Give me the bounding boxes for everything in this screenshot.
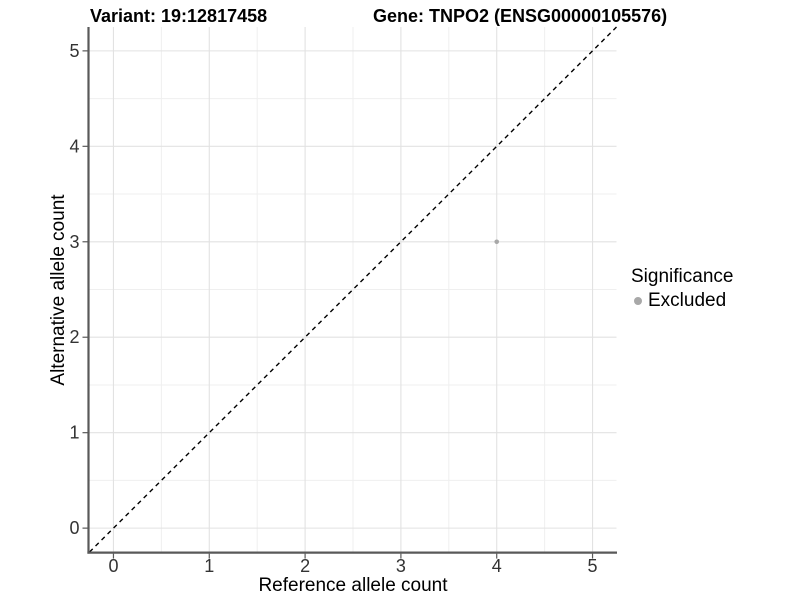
y-tick-label: 1 [69,423,79,443]
y-tick-label: 5 [69,41,79,61]
x-tick-label: 0 [108,556,118,576]
y-tick-label: 4 [69,136,79,156]
x-tick-label: 2 [300,556,310,576]
legend-title: Significance [631,266,734,287]
y-tick-label: 0 [69,518,79,538]
y-axis-title: Alternative allele count [48,194,69,386]
x-tick-label: 5 [588,556,598,576]
plot-title-variant: Variant: 19:12817458 [90,6,268,26]
x-tick-label: 4 [492,556,502,576]
y-tick-label: 3 [69,232,79,252]
data-point [494,239,500,245]
legend: Significance Excluded [631,266,733,312]
legend-item-excluded: Excluded [631,290,733,312]
legend-item-label: Excluded [648,290,727,311]
x-axis-title: Reference allele count [258,575,448,596]
legend-key-dot-icon [634,297,642,305]
x-tick-label: 1 [204,556,214,576]
plot-title-gene: Gene: TNPO2 (ENSG00000105576) [373,6,668,26]
y-tick-label: 2 [69,327,79,347]
x-tick-label: 3 [396,556,406,576]
